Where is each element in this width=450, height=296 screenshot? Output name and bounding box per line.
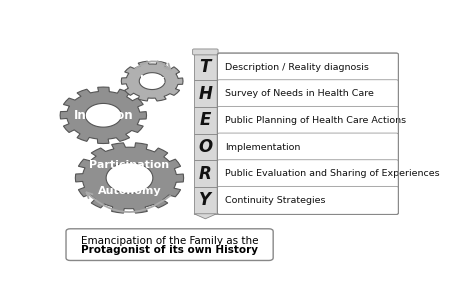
Text: Link: Link: [140, 75, 164, 85]
Text: T: T: [200, 58, 211, 76]
Text: Implementation: Implementation: [225, 143, 300, 152]
Text: H: H: [198, 85, 212, 103]
FancyBboxPatch shape: [194, 187, 217, 214]
Polygon shape: [106, 163, 153, 193]
FancyBboxPatch shape: [194, 107, 217, 134]
FancyBboxPatch shape: [217, 160, 398, 188]
Polygon shape: [194, 214, 217, 219]
FancyBboxPatch shape: [217, 80, 398, 108]
FancyBboxPatch shape: [193, 49, 218, 55]
Text: Continuity Strategies: Continuity Strategies: [225, 196, 325, 205]
Text: Public Planning of Health Care Actions: Public Planning of Health Care Actions: [225, 116, 406, 125]
Text: O: O: [198, 138, 212, 156]
Polygon shape: [139, 73, 165, 89]
FancyBboxPatch shape: [217, 53, 398, 81]
Text: Public Evaluation and Sharing of Experiences: Public Evaluation and Sharing of Experie…: [225, 169, 439, 178]
Polygon shape: [75, 143, 184, 213]
Text: Description / Reality diagnosis: Description / Reality diagnosis: [225, 62, 369, 72]
FancyBboxPatch shape: [217, 186, 398, 214]
Text: Emancipation of the Family as the: Emancipation of the Family as the: [81, 236, 258, 246]
Text: Protagonist of its own History: Protagonist of its own History: [81, 245, 258, 255]
FancyBboxPatch shape: [194, 160, 217, 187]
FancyBboxPatch shape: [194, 54, 217, 81]
Polygon shape: [122, 61, 183, 101]
Polygon shape: [60, 87, 147, 144]
Text: R: R: [199, 165, 212, 183]
FancyBboxPatch shape: [217, 133, 398, 161]
FancyBboxPatch shape: [194, 134, 217, 160]
FancyBboxPatch shape: [194, 81, 217, 107]
Polygon shape: [85, 103, 122, 127]
Text: Survey of Needs in Health Care: Survey of Needs in Health Care: [225, 89, 374, 98]
FancyBboxPatch shape: [217, 106, 398, 134]
Text: Insertion: Insertion: [73, 109, 133, 122]
Text: Y: Y: [199, 192, 211, 210]
FancyBboxPatch shape: [66, 229, 273, 260]
Text: E: E: [200, 111, 211, 129]
Text: Participation
and
Autonomy: Participation and Autonomy: [90, 160, 170, 196]
